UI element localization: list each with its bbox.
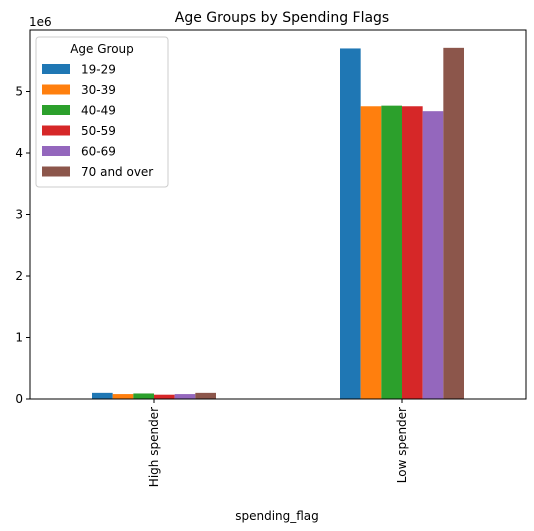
bar-high-spender-19-29 <box>92 392 113 399</box>
y-tick-label: 5 <box>15 85 23 99</box>
bar-low-spender-50-59 <box>402 106 423 399</box>
bars <box>92 47 464 400</box>
legend-swatch <box>42 146 70 156</box>
legend-label: 30-39 <box>81 83 116 97</box>
bar-low-spender-40-49 <box>381 105 402 400</box>
legend-label: 60-69 <box>81 145 116 159</box>
bar-high-spender-70-and-over <box>195 392 216 399</box>
y-tick-label: 3 <box>15 208 23 222</box>
bar-low-spender-19-29 <box>340 48 361 399</box>
bar-high-spender-60-69 <box>174 394 196 399</box>
legend-swatch <box>42 166 70 177</box>
bar-low-spender-30-39 <box>360 106 382 399</box>
legend-title: Age Group <box>70 42 134 56</box>
bar-high-spender-50-59 <box>154 394 175 399</box>
chart-title: Age Groups by Spending Flags <box>175 10 389 26</box>
bar-low-spender-70-and-over <box>443 47 464 400</box>
bar-low-spender-60-69 <box>422 111 444 400</box>
y-tick-label: 1 <box>15 331 23 345</box>
legend-swatch <box>42 64 70 74</box>
x-axis-label: spending_flag <box>235 509 319 523</box>
legend-label: 70 and over <box>81 165 153 179</box>
legend-label: 50-59 <box>81 124 116 138</box>
legend-swatch <box>42 84 70 95</box>
y-tick-label: 2 <box>15 269 23 283</box>
legend-swatch <box>42 125 70 136</box>
legend-swatch <box>42 105 70 115</box>
x-tick-label: Low spender <box>395 407 409 483</box>
legend-label: 40-49 <box>81 104 116 118</box>
bar-high-spender-40-49 <box>133 393 154 399</box>
legend: Age Group 19-29 30-39 40-49 50-59 60-69 70 an… <box>35 36 169 188</box>
y-tick-label: 0 <box>15 392 23 406</box>
y-axis-offset-label: 1e6 <box>29 15 52 29</box>
bar-high-spender-30-39 <box>112 394 134 399</box>
x-tick-label: High spender <box>147 407 161 487</box>
y-tick-label: 4 <box>15 146 23 160</box>
legend-label: 19-29 <box>81 63 116 77</box>
